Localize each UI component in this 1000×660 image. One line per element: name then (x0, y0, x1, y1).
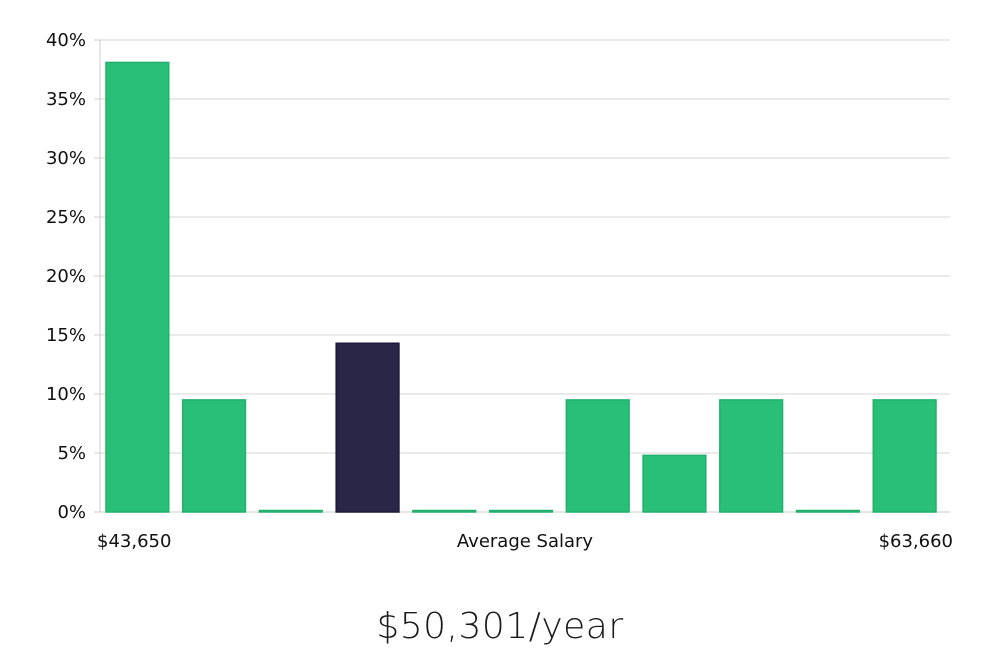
y-tick-label: 30% (46, 148, 86, 169)
bar (872, 399, 937, 513)
bar (795, 509, 861, 513)
bar-highlighted (335, 342, 400, 513)
x-max-label: $63,660 (879, 531, 953, 552)
y-tick-label: 20% (46, 266, 86, 287)
bars (105, 61, 937, 513)
bar (181, 399, 247, 513)
y-tick-label: 0% (57, 502, 86, 523)
bar (412, 509, 477, 513)
x-axis-label: Average Salary (457, 531, 594, 552)
grid-lines (100, 39, 950, 454)
bar (488, 509, 554, 513)
average-salary-headline: $50,301/year (376, 606, 624, 647)
bar (105, 61, 170, 513)
y-tick-label: 25% (46, 207, 86, 228)
y-axis-ticks: 0% 5% 10% 15% 20% 25% 30% 35% 40% (46, 30, 100, 523)
salary-histogram: 0% 5% 10% 15% 20% 25% 30% 35% 40% $43,650 Averag… (46, 30, 953, 552)
y-tick-label: 10% (46, 384, 86, 405)
y-tick-label: 15% (46, 325, 86, 346)
bar (642, 454, 707, 513)
x-min-label: $43,650 (97, 531, 171, 552)
y-tick-label: 40% (46, 30, 86, 51)
bar (565, 399, 630, 513)
bar (719, 399, 784, 513)
bar (258, 509, 323, 513)
y-tick-label: 35% (46, 89, 86, 110)
y-tick-label: 5% (57, 443, 86, 464)
